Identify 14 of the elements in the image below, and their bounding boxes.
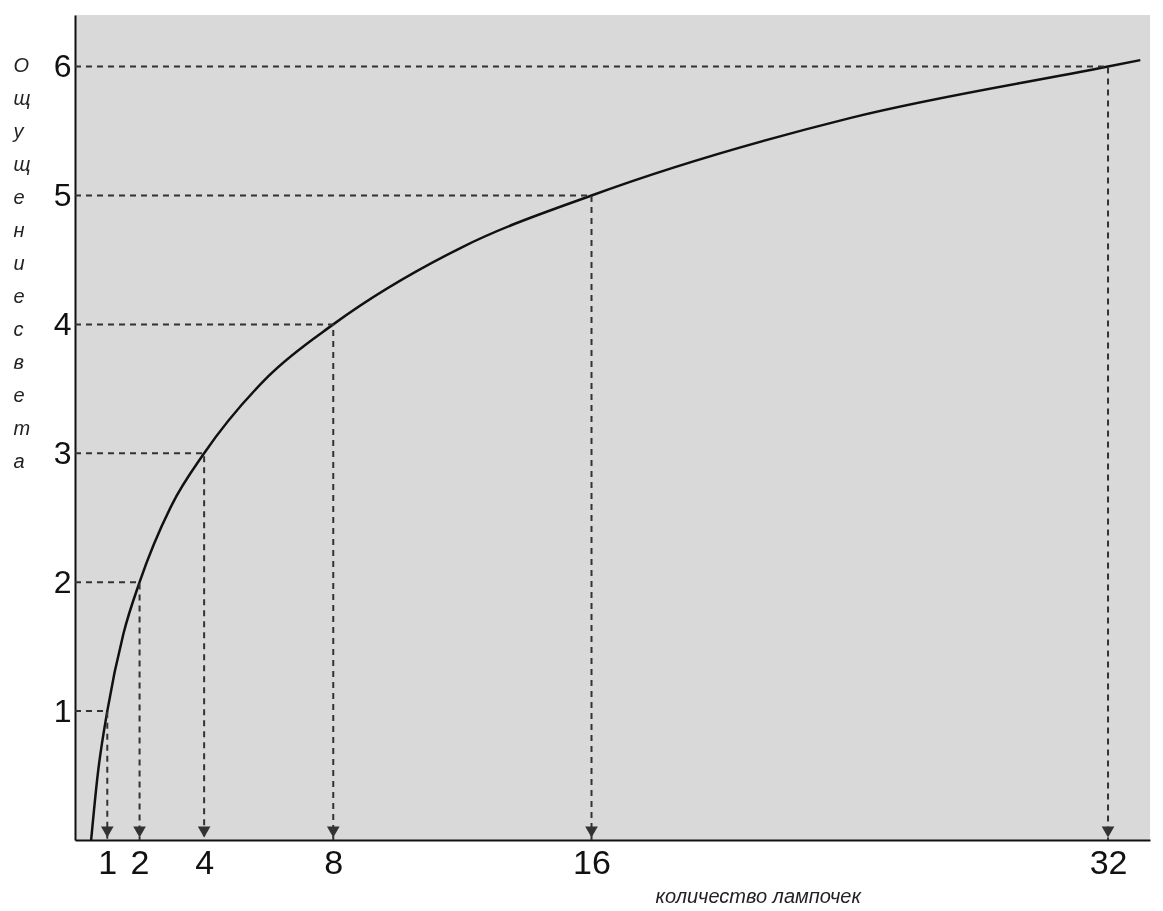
text: Ощущение света: [13, 53, 31, 472]
x-axis-title: количество лампочек: [655, 884, 863, 907]
x-tick-label: 32: [1089, 842, 1128, 881]
x-tick-label: 8: [324, 842, 344, 881]
x-tick-label: 16: [573, 842, 611, 881]
y-tick-label: 2: [53, 563, 72, 600]
x-tick-label: 1: [98, 842, 118, 881]
y-tick-label: 4: [53, 305, 72, 342]
y-tick-label: 5: [53, 176, 72, 213]
y-tick-label: 6: [53, 48, 72, 85]
y-tick-label: 1: [53, 692, 72, 729]
x-tick-label: 2: [130, 842, 150, 881]
x-tick-label: 4: [195, 842, 215, 881]
y-tick-label: 3: [53, 434, 72, 471]
